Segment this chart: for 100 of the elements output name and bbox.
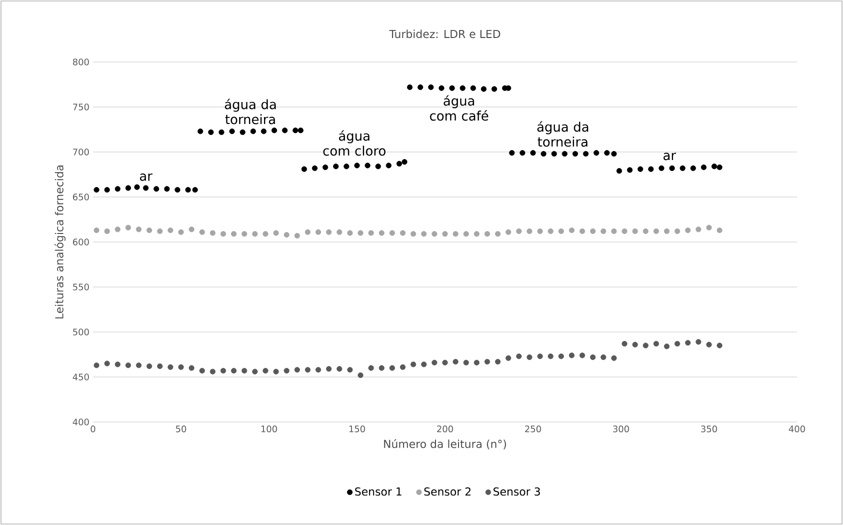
x-tick-label: 150 [349, 426, 365, 432]
annotation: água com cloro [323, 130, 386, 156]
point [653, 228, 660, 234]
point [242, 231, 248, 237]
point [400, 364, 406, 370]
point [220, 368, 226, 374]
point [526, 354, 532, 360]
point [378, 365, 384, 371]
y-tick-label: 450 [72, 374, 89, 380]
point [696, 226, 702, 232]
point [114, 362, 120, 368]
point [516, 228, 522, 234]
point [421, 231, 427, 237]
point [590, 354, 596, 360]
point [231, 368, 237, 374]
x-tick-label: 0 [90, 426, 96, 432]
y-tick-label: 650 [72, 194, 89, 200]
y-axis-title: Leituras analógica fornecida [54, 165, 66, 318]
point [410, 362, 416, 368]
point [463, 360, 469, 366]
point [516, 354, 522, 360]
point [389, 365, 395, 371]
y-tick-label: 400 [72, 418, 89, 426]
point [368, 230, 374, 236]
point [326, 366, 332, 372]
point [579, 228, 586, 234]
point [432, 360, 438, 366]
point [421, 362, 427, 368]
point [378, 230, 384, 236]
x-tick-label: 100 [261, 426, 277, 432]
point [231, 231, 237, 237]
point [716, 342, 722, 348]
point [94, 228, 100, 234]
legend-label: Sensor 2 [424, 487, 471, 496]
point [622, 340, 628, 346]
legend-label: Sensor 1 [355, 487, 402, 496]
point [474, 360, 480, 366]
point [273, 368, 279, 374]
point [452, 358, 458, 364]
point [548, 228, 554, 234]
point [600, 228, 606, 234]
point [579, 352, 586, 358]
point [400, 230, 406, 236]
point [685, 228, 691, 234]
point [252, 231, 258, 237]
point [358, 372, 364, 378]
x-tick-label: 400 [788, 426, 805, 432]
x-tick-label: 200 [437, 426, 453, 432]
point [358, 230, 364, 236]
y-tick-label: 750 [73, 104, 89, 110]
point [157, 228, 163, 234]
point [622, 228, 628, 234]
point [674, 228, 680, 234]
point [484, 358, 490, 364]
point [94, 362, 100, 368]
x-tick-label: 300 [613, 426, 629, 432]
point [368, 365, 374, 371]
point [611, 355, 617, 361]
point [188, 226, 194, 232]
x-tick-label: 50 [176, 426, 186, 432]
point [506, 229, 512, 235]
point [125, 224, 131, 230]
point [125, 362, 131, 368]
point [632, 342, 638, 348]
point [548, 354, 554, 360]
point [104, 360, 110, 366]
point [484, 231, 490, 237]
point [568, 352, 575, 358]
y-tick-label: 800 [72, 58, 89, 66]
point [442, 231, 448, 237]
annotation: água da torneira [224, 98, 276, 124]
y-tick-label: 500 [73, 328, 89, 336]
point [199, 368, 205, 374]
point [284, 368, 290, 374]
point [315, 367, 322, 373]
point [157, 363, 163, 369]
point [210, 368, 216, 374]
point [315, 229, 322, 235]
annotation: água com café [430, 95, 488, 121]
point [696, 339, 702, 345]
x-tick-label: 350 [701, 426, 717, 432]
point [664, 344, 670, 350]
point [432, 231, 438, 237]
point [199, 229, 205, 235]
y-tick-label: 700 [73, 148, 89, 156]
point [136, 362, 142, 368]
point [273, 230, 279, 236]
point [642, 342, 648, 348]
point [463, 231, 469, 237]
chart-title: Turbidez: LDR e LED [389, 30, 500, 38]
point [706, 342, 712, 348]
point [304, 367, 311, 373]
point [114, 226, 120, 232]
point [188, 365, 194, 371]
point [294, 232, 300, 238]
point [168, 228, 174, 234]
point [136, 226, 142, 232]
x-axis-title: Número da leitura (n°) [384, 439, 506, 450]
annotation: ar [140, 173, 152, 181]
point [242, 368, 248, 374]
